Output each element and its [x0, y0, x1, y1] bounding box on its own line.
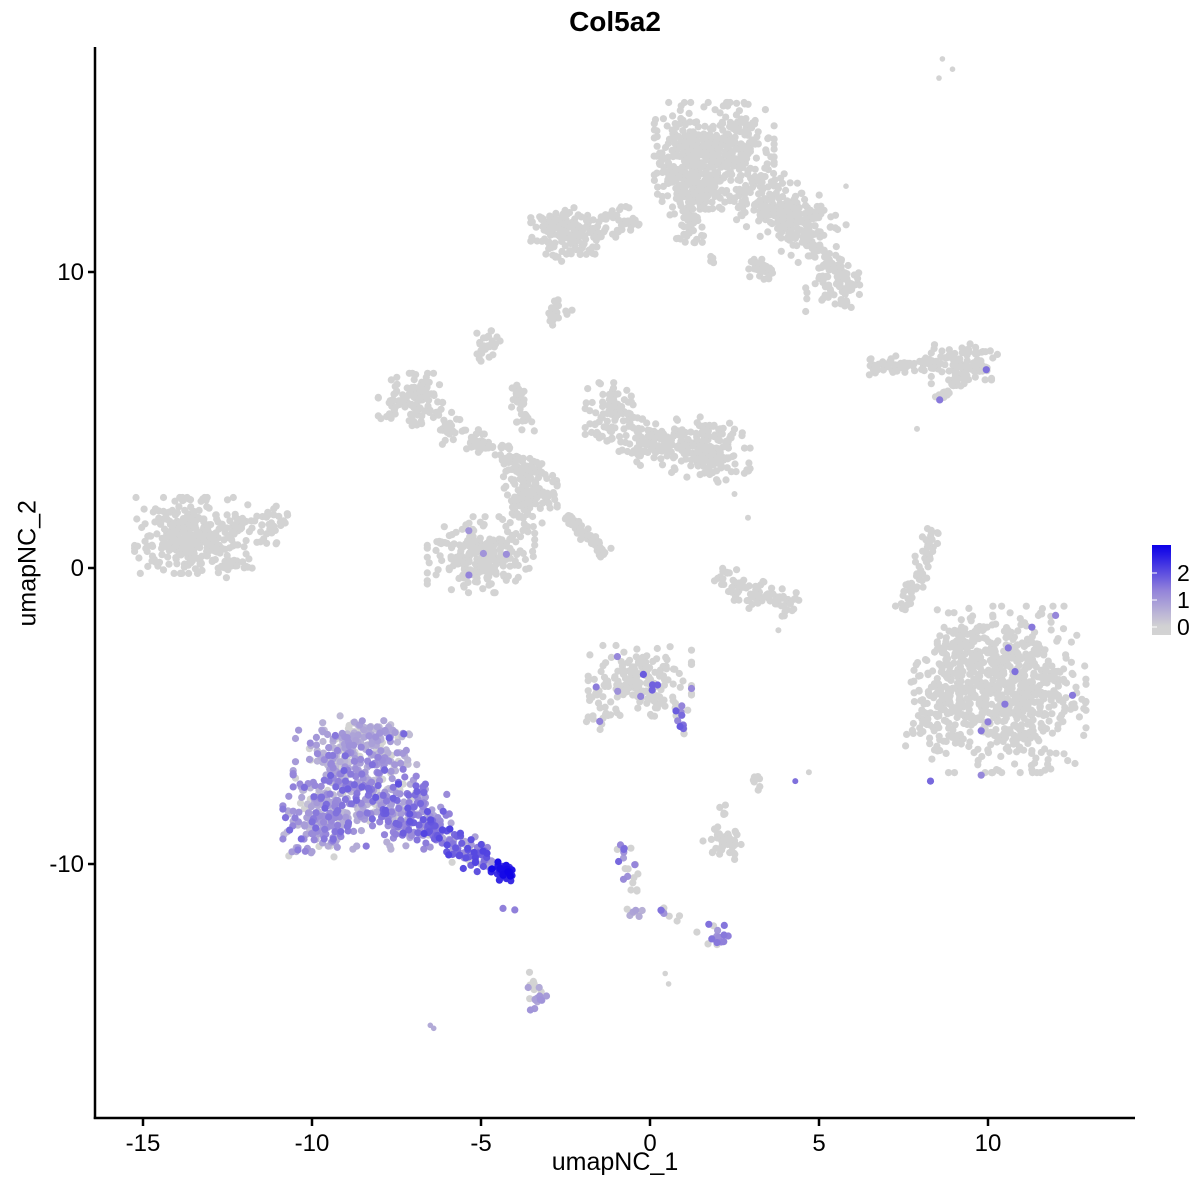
x-axis-label: umapNC_1 — [551, 1148, 679, 1176]
expression-colorbar: 210 — [1152, 545, 1190, 640]
scatter-points-layer — [131, 56, 1090, 1032]
plot-title: Col5a2 — [569, 6, 661, 37]
